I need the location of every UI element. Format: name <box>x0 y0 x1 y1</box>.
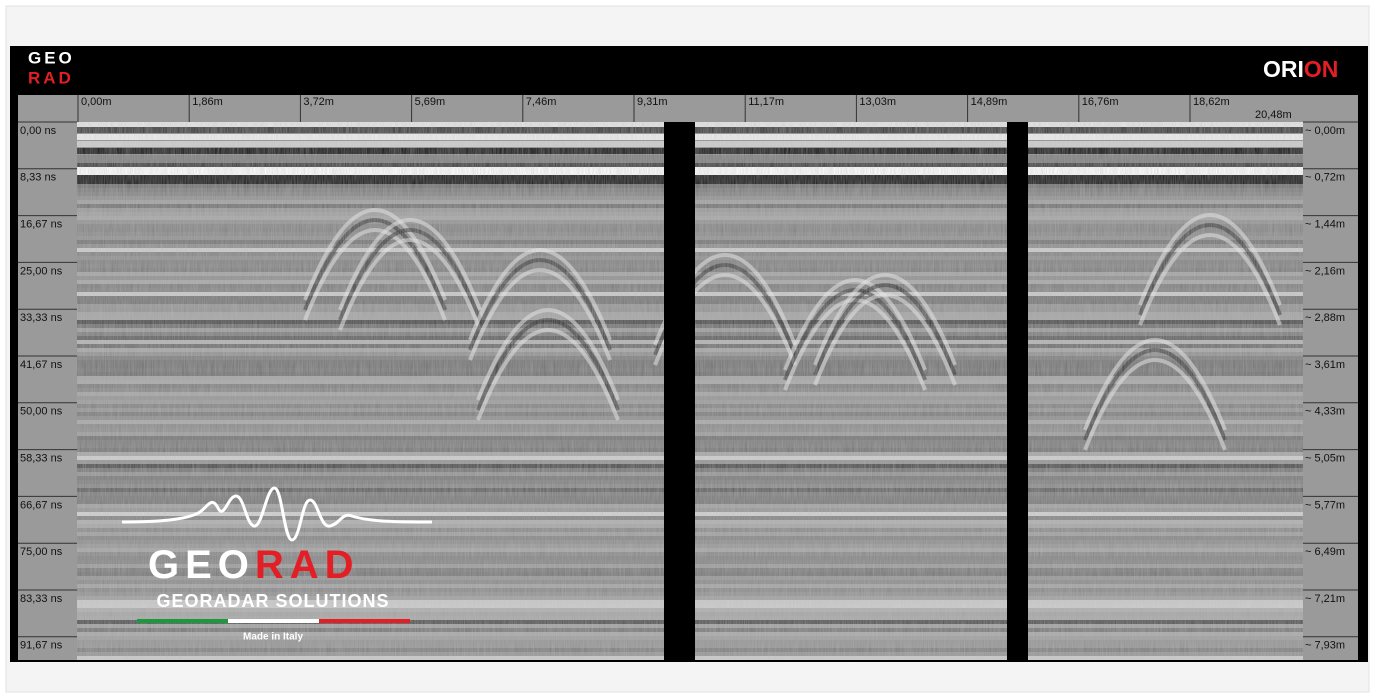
radargram <box>77 122 1303 660</box>
brand: ORION <box>1263 56 1338 82</box>
flag-red <box>319 619 410 623</box>
time-label: 16,67 ns <box>20 219 63 231</box>
time-label: 91,67 ns <box>20 640 63 652</box>
depth-label: ~ 1,44m <box>1305 219 1345 231</box>
tagline: GEORADAR SOLUTIONS <box>156 591 389 611</box>
time-label: 41,67 ns <box>20 359 63 371</box>
distance-label: 5,69m <box>415 96 446 108</box>
logo-top: GEO <box>28 48 75 67</box>
distance-label: 9,31m <box>637 96 668 108</box>
distance-label: 14,89m <box>971 96 1008 108</box>
wordmark-white: GEO <box>148 543 255 587</box>
distance-label: 11,17m <box>748 96 784 108</box>
distance-label: 13,03m <box>859 96 896 108</box>
time-label: 8,33 ns <box>20 172 57 184</box>
flag-white <box>228 619 319 623</box>
brand-red: ON <box>1304 56 1339 82</box>
depth-label: ~ 4,33m <box>1305 406 1345 418</box>
distance-label: 0,00m <box>81 96 112 108</box>
distance-label: 3,72m <box>303 96 334 108</box>
depth-label: ~ 2,16m <box>1305 265 1345 277</box>
depth-label: ~ 6,49m <box>1305 546 1345 558</box>
distance-label: 7,46m <box>526 96 557 108</box>
time-axis <box>18 122 77 660</box>
gap-band <box>664 122 695 660</box>
wordmark: GEORAD <box>148 543 360 587</box>
time-label: 66,67 ns <box>20 499 63 511</box>
depth-label: ~ 2,88m <box>1305 312 1345 324</box>
time-label: 25,00 ns <box>20 265 63 277</box>
time-label: 83,33 ns <box>20 593 63 605</box>
watermark: GEORAD GEORADAR SOLUTIONS Made in Italy <box>121 486 433 643</box>
depth-axis <box>1303 122 1358 660</box>
time-label: 33,33 ns <box>20 312 63 324</box>
time-label: 0,00 ns <box>20 125 57 137</box>
wordmark-red: RAD <box>255 543 360 587</box>
depth-label: ~ 5,05m <box>1305 453 1345 465</box>
logo-bottom: RAD <box>28 68 74 87</box>
depth-label: ~ 7,93m <box>1305 640 1345 652</box>
depth-label: ~ 0,00m <box>1305 125 1345 137</box>
depth-label: ~ 7,21m <box>1305 593 1345 605</box>
time-label: 58,33 ns <box>20 453 63 465</box>
distance-axis <box>18 95 1358 122</box>
gap-band <box>1007 122 1028 660</box>
distance-label: 16,76m <box>1082 96 1119 108</box>
time-label: 50,00 ns <box>20 406 63 418</box>
origin: Made in Italy <box>243 632 303 643</box>
brand-white: ORI <box>1263 56 1304 82</box>
depth-label: ~ 3,61m <box>1305 359 1345 371</box>
distance-label: 18,62m <box>1193 96 1230 108</box>
depth-label: ~ 5,77m <box>1305 499 1345 511</box>
time-label: 75,00 ns <box>20 546 63 558</box>
distance-label: 1,86m <box>192 96 223 108</box>
depth-label: ~ 0,72m <box>1305 172 1345 184</box>
wave <box>121 486 433 542</box>
distance-label: 20,48m <box>1255 109 1292 121</box>
flag-green <box>137 619 228 623</box>
